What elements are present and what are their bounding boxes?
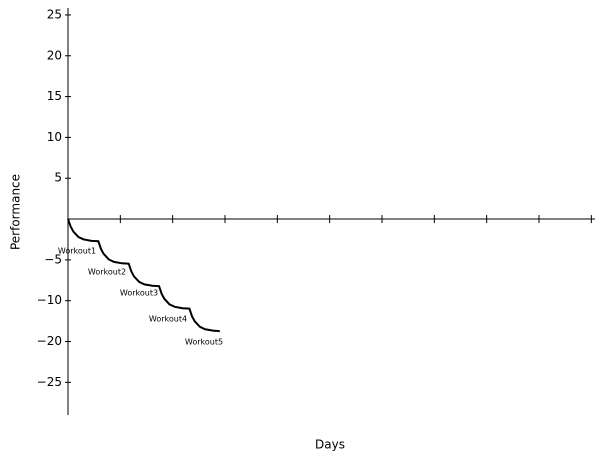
- performance-line: [67, 218, 220, 333]
- workout-annotation: Workout5: [185, 338, 223, 347]
- workout-annotation: Workout1: [58, 247, 96, 256]
- y-tick-label: −25: [37, 375, 62, 389]
- y-tick-label: −10: [37, 293, 62, 307]
- x-axis-label: Days: [315, 438, 345, 452]
- y-tick-label: 10: [47, 130, 62, 144]
- y-tick-label: 15: [47, 89, 62, 103]
- y-axis-label: Performance: [9, 174, 23, 250]
- y-tick-label: 5: [54, 171, 62, 185]
- workout-annotation: Workout2: [88, 268, 126, 277]
- workout-annotation: Workout4: [149, 315, 187, 324]
- workout-annotation: Workout3: [120, 289, 158, 298]
- y-tick-label: 20: [47, 48, 62, 62]
- y-tick-label: −5: [44, 252, 62, 266]
- y-tick-label: 25: [47, 7, 62, 21]
- y-tick-label: −20: [37, 334, 62, 348]
